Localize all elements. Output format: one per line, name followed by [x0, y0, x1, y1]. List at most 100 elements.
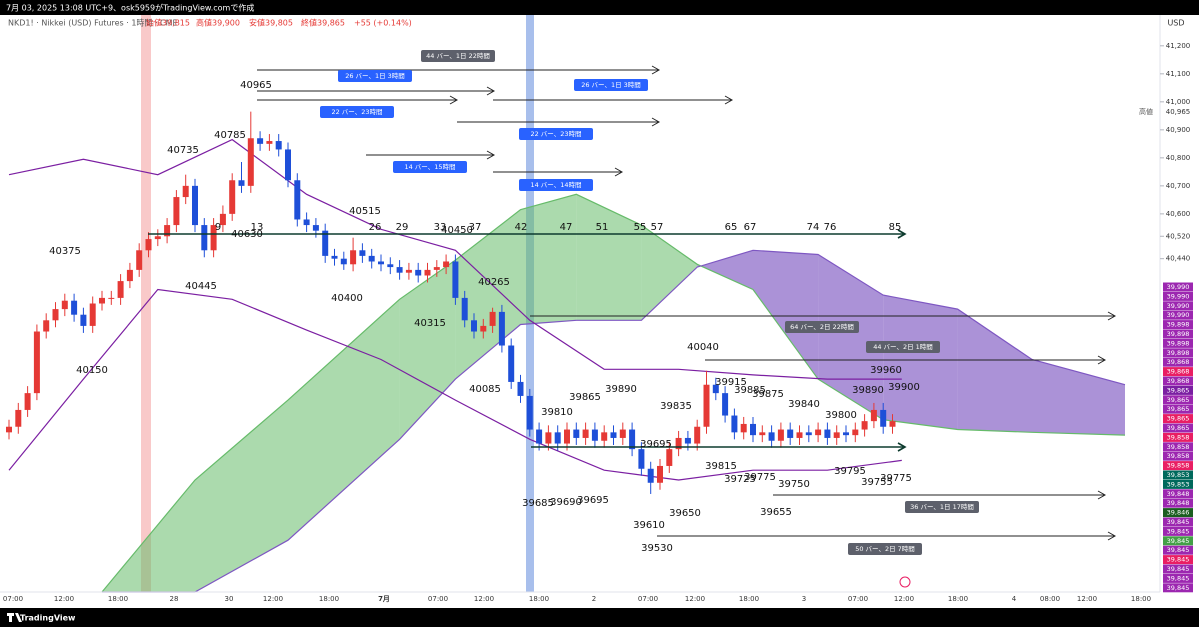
candle-body	[145, 239, 152, 251]
candle-body	[359, 250, 366, 256]
measure-box	[785, 321, 859, 333]
x-tick-label: 12:00	[54, 595, 74, 603]
candle-body	[285, 149, 291, 181]
bar-count-label: 29	[396, 222, 409, 233]
candle-body	[489, 311, 496, 326]
x-tick-label: 12:00	[263, 595, 283, 603]
price-annotation: 40965	[240, 80, 272, 91]
candle-body	[684, 437, 691, 444]
candle-body	[777, 429, 784, 441]
y-tick-label: 41,200	[1166, 42, 1191, 50]
x-tick-label: 18:00	[319, 595, 339, 603]
candle-body	[424, 269, 431, 276]
candle-body	[517, 381, 524, 396]
indicator-badge	[1163, 442, 1193, 452]
candle-body	[136, 250, 143, 270]
arrow-head	[614, 167, 624, 177]
candle-body	[536, 429, 543, 444]
indicator-label: 39,845	[1167, 565, 1190, 573]
price-annotation: 40785	[214, 130, 246, 141]
indicator-label: 39,898	[1167, 330, 1190, 338]
bar-count-label: 57	[651, 222, 664, 233]
cloud-segment	[520, 194, 577, 325]
indicator-label: 39,858	[1167, 433, 1190, 441]
candle-body	[657, 465, 663, 483]
x-tick-label: 07:00	[428, 595, 448, 603]
candle-body	[750, 423, 756, 436]
indicator-badge	[1163, 376, 1193, 386]
currency: USD	[1167, 19, 1184, 28]
x-tick-label: 12:00	[1077, 595, 1097, 603]
price-annotation: 39775	[744, 472, 776, 483]
legend-ohlc: 始値39,815	[146, 18, 190, 28]
top-bar-text: 7月 03, 2025 13:08 UTC+9、osk5959がTradingV…	[6, 3, 254, 13]
legend-symbol: NKD1! · Nikkei (USD) Futures · 1時間 · CME	[8, 19, 178, 28]
candle-body	[498, 311, 505, 346]
cloud-span-a	[101, 193, 1126, 593]
bar-count-label: 33	[434, 222, 447, 233]
candle-body	[480, 325, 487, 332]
x-tick-label: 3	[802, 595, 806, 603]
price-annotation: 40265	[478, 277, 510, 288]
candle-body	[638, 449, 645, 469]
indicator-label: 39,845	[1167, 574, 1190, 582]
candle-body	[601, 432, 608, 441]
price-annotation: 39800	[825, 410, 857, 421]
y-tick-label: 40,600	[1166, 210, 1191, 218]
measure-box	[574, 79, 648, 91]
candle-body	[71, 300, 78, 315]
indicator-badge	[1163, 423, 1193, 433]
cloud-segment	[957, 309, 1032, 433]
candle-body	[405, 269, 412, 273]
x-tick-label: 07:00	[638, 595, 658, 603]
x-tick-label: 18:00	[739, 595, 759, 603]
arrow-head	[1097, 490, 1107, 500]
price-annotation: 39775	[880, 473, 912, 484]
indicator-badge	[1163, 573, 1193, 583]
measure-box	[320, 106, 394, 118]
candle-body	[815, 429, 822, 436]
candle-body	[554, 432, 561, 444]
measure-label: 14 バー、15時間	[404, 163, 455, 171]
x-tick-label: 18:00	[529, 595, 549, 603]
arrow-head	[486, 150, 496, 160]
indicator-label: 39,845	[1167, 537, 1190, 545]
band-lower	[8, 288, 902, 481]
measure-label: 64 バー、2日 22時間	[790, 323, 854, 331]
arrow-head	[651, 65, 661, 75]
candle-body	[805, 432, 812, 436]
indicator-label: 39,990	[1167, 292, 1190, 300]
cloud-segment	[818, 254, 884, 420]
y-tick-label: 41,100	[1166, 70, 1191, 78]
indicator-badge	[1163, 545, 1193, 555]
candle-body	[80, 314, 87, 326]
price-annotation: 40085	[469, 384, 501, 395]
candle-body	[43, 320, 50, 332]
price-annotation: 39840	[788, 399, 820, 410]
bar-count-label: 13	[251, 222, 264, 233]
measure-label: 22 バー、23時間	[530, 130, 581, 138]
candle-body	[768, 432, 775, 441]
candle-body	[396, 267, 403, 273]
candle-body	[33, 331, 40, 394]
candle-body	[378, 261, 384, 265]
arrow-head	[1107, 311, 1117, 321]
candle-body	[610, 432, 617, 438]
candle-body	[238, 180, 245, 186]
indicator-badge	[1163, 291, 1193, 301]
bar-count-label: 85	[889, 222, 902, 233]
candle-body	[833, 432, 840, 438]
cloud-segment	[576, 194, 642, 321]
measure-label: 36 バー、1日 17時間	[910, 503, 974, 511]
candle-body	[703, 384, 710, 427]
price-annotation: 39875	[752, 389, 784, 400]
bar-count-label: 67	[744, 222, 757, 233]
x-tick-label: 18:00	[948, 595, 968, 603]
indicator-badge	[1163, 385, 1193, 395]
cloud-segment	[697, 250, 753, 290]
indicator-badge	[1163, 338, 1193, 348]
price-annotation: 39890	[852, 385, 884, 396]
price-annotation: 40400	[331, 293, 363, 304]
brand-name: TradingView	[20, 614, 76, 623]
x-tick-label: 28	[170, 595, 179, 603]
